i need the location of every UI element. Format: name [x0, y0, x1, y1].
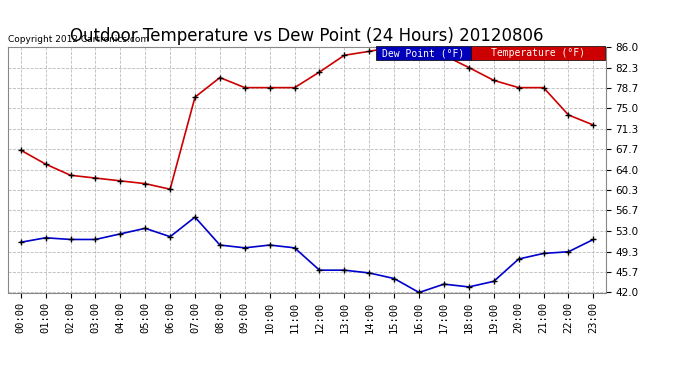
FancyBboxPatch shape — [471, 46, 605, 60]
Title: Outdoor Temperature vs Dew Point (24 Hours) 20120806: Outdoor Temperature vs Dew Point (24 Hou… — [70, 27, 544, 45]
Text: Dew Point (°F): Dew Point (°F) — [382, 48, 464, 58]
Text: Temperature (°F): Temperature (°F) — [491, 48, 585, 58]
FancyBboxPatch shape — [376, 46, 471, 60]
Text: Copyright 2012 Cartronics.com: Copyright 2012 Cartronics.com — [8, 35, 150, 44]
